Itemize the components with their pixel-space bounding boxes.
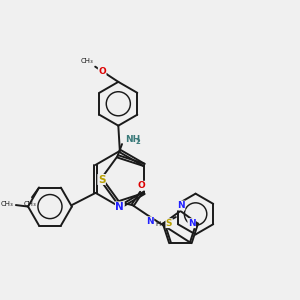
Text: N: N [188, 219, 196, 228]
Text: O: O [138, 181, 146, 190]
Text: CH₃: CH₃ [81, 58, 94, 64]
Text: H: H [155, 221, 161, 227]
Text: N: N [177, 201, 185, 210]
Text: CH₃: CH₃ [24, 201, 37, 207]
Text: N: N [146, 217, 154, 226]
Text: S: S [166, 219, 172, 228]
Text: CH₃: CH₃ [1, 200, 13, 206]
Text: N: N [116, 202, 124, 212]
Text: S: S [98, 175, 105, 184]
Text: 2: 2 [135, 139, 140, 145]
Text: O: O [98, 67, 106, 76]
Text: NH: NH [125, 135, 140, 144]
